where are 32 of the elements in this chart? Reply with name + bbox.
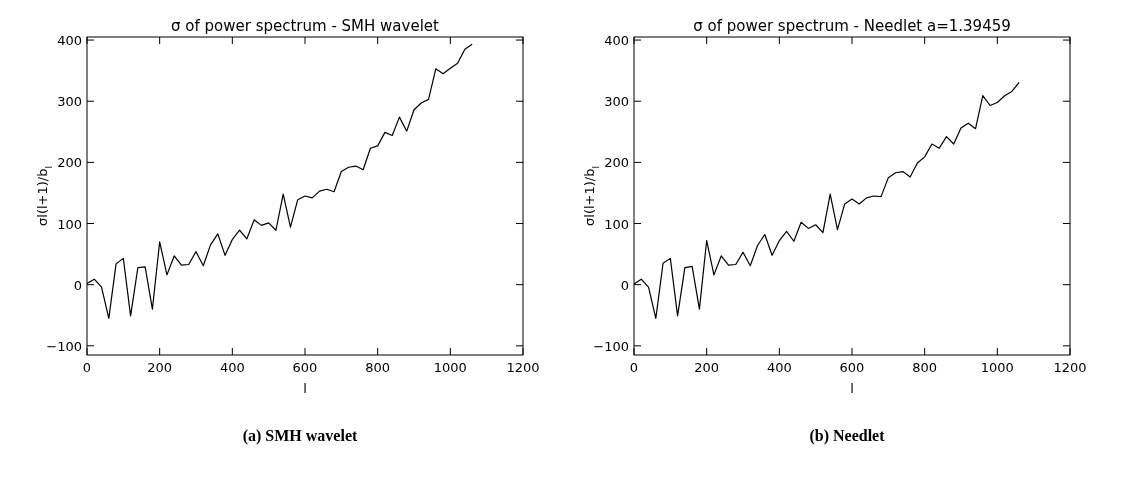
chart-title: σ of power spectrum - Needlet a=1.39459 [693, 17, 1011, 35]
y-tick-label: 100 [604, 216, 629, 232]
x-tick-label: 200 [694, 360, 720, 375]
x-tick-label: 200 [147, 360, 173, 375]
y-tick-label: 200 [57, 155, 82, 171]
chart-title: σ of power spectrum - SMH wavelet [171, 17, 440, 35]
x-tick-label: 600 [839, 360, 865, 375]
y-tick-label: 300 [604, 94, 629, 110]
y-tick-label: 0 [73, 277, 82, 293]
x-tick-label: 800 [365, 360, 391, 375]
x-tick-label: 1200 [1053, 360, 1087, 375]
text: (a) SMH wavelet [242, 427, 358, 445]
y-tick-label: −100 [593, 338, 629, 354]
text: (b) Needlet [809, 427, 886, 445]
x-tick-label: 400 [766, 360, 792, 375]
y-tick-label: 100 [57, 216, 82, 232]
y-tick-label: 400 [57, 33, 82, 49]
x-tick-label: 800 [912, 360, 938, 375]
y-tick-label: 200 [604, 155, 629, 171]
x-tick-label: 1200 [506, 360, 540, 375]
x-tick-label: 0 [629, 360, 639, 375]
y-tick-label: 0 [620, 277, 629, 293]
y-tick-label: 400 [604, 33, 629, 49]
x-axis-title: l [303, 381, 307, 396]
x-tick-label: 0 [82, 360, 92, 375]
x-tick-label: 1000 [433, 360, 467, 375]
y-tick-label: 300 [57, 94, 82, 110]
y-tick-label: −100 [46, 338, 82, 354]
x-tick-label: 400 [219, 360, 245, 375]
x-tick-label: 600 [292, 360, 318, 375]
x-tick-label: 1000 [980, 360, 1014, 375]
x-axis-title: l [850, 381, 854, 396]
